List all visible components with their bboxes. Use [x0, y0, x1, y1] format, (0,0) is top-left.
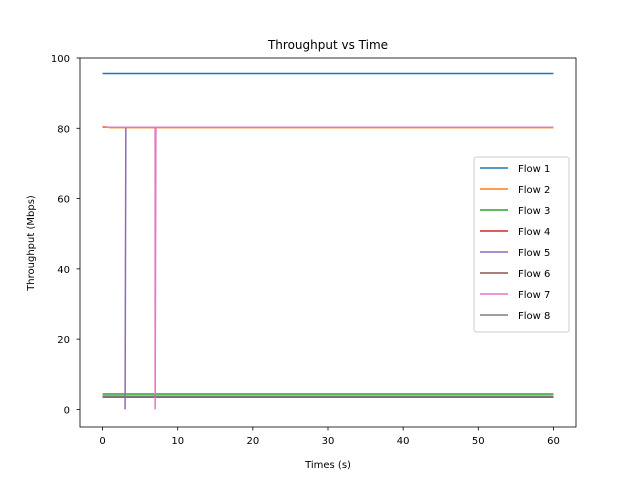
- y-tick-label: 20: [57, 335, 70, 346]
- y-tick-label: 0: [64, 405, 70, 416]
- x-tick-label: 20: [246, 436, 259, 447]
- legend-box: [473, 156, 570, 333]
- y-tick-label: 40: [57, 265, 70, 276]
- y-tick-label: 60: [57, 195, 70, 206]
- y-tick-label: 100: [51, 54, 70, 65]
- legend-label-flow-2: Flow 2: [518, 185, 550, 196]
- legend-label-flow-4: Flow 4: [518, 227, 550, 238]
- x-tick-label: 10: [171, 436, 184, 447]
- x-tick-label: 50: [472, 436, 485, 447]
- y-axis-label: Throughput (Mbps): [26, 195, 37, 292]
- y-tick-label: 80: [57, 124, 70, 135]
- chart-title: Throughput vs Time: [267, 38, 388, 52]
- x-axis-label: Times (s): [304, 460, 351, 471]
- legend-label-flow-1: Flow 1: [518, 164, 550, 175]
- series-line-flow-7: [102, 126, 554, 410]
- legend-label-flow-6: Flow 6: [518, 269, 550, 280]
- x-tick-label: 60: [547, 436, 560, 447]
- x-tick-label: 40: [397, 436, 410, 447]
- legend-label-flow-8: Flow 8: [518, 311, 550, 322]
- legend: Flow 1 Flow 2 Flow 3 Flow 4 Flow 5 Flow 6 Flow…: [473, 156, 570, 333]
- legend-label-flow-7: Flow 7: [518, 290, 550, 301]
- legend-label-flow-3: Flow 3: [518, 206, 550, 217]
- x-tick-label: 30: [322, 436, 335, 447]
- x-tick-label: 0: [99, 436, 105, 447]
- legend-label-flow-5: Flow 5: [518, 248, 550, 259]
- axes-layer: 0 10 20 30 40 50 60 0 20 40 60 80 100: [51, 54, 577, 447]
- series-layer: [102, 72, 554, 410]
